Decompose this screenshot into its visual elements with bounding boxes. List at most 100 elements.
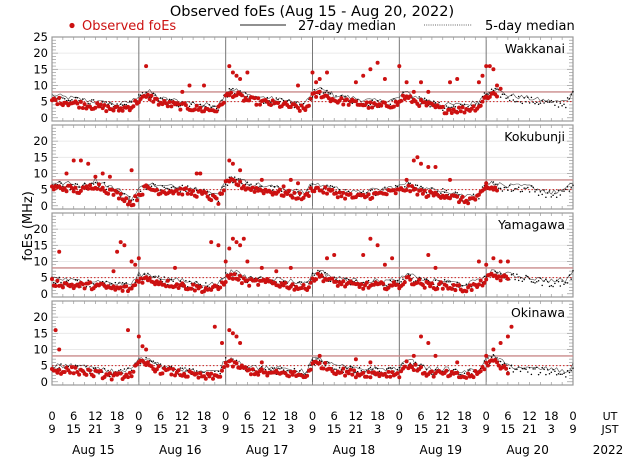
median-5day-point: [431, 373, 433, 376]
observed-point: [478, 369, 483, 374]
observed-point: [202, 83, 206, 88]
observed-point: [50, 277, 54, 281]
median-5day-point: [561, 190, 563, 192]
observed-point: [198, 105, 203, 110]
median-5day-point: [170, 365, 173, 368]
observed-point: [314, 80, 319, 85]
median-5day-point: [190, 103, 193, 106]
observed-point: [484, 64, 489, 69]
observed-point: [411, 89, 416, 94]
observed-point: [433, 165, 438, 169]
observed-point: [382, 100, 387, 105]
median-5day-point: [550, 99, 553, 102]
median-5day-point: [326, 89, 328, 92]
x-day-label: Aug 19: [419, 443, 462, 457]
median-5day-point: [212, 105, 214, 107]
median-5day-point: [223, 185, 225, 187]
observed-point: [431, 374, 436, 379]
observed-point: [180, 89, 185, 94]
median-5day-point: [534, 282, 536, 284]
median-5day-point: [107, 369, 109, 372]
median-5day-point: [496, 183, 498, 186]
median-5day-point: [83, 182, 86, 185]
median-5day-point: [82, 98, 84, 100]
observed-point: [216, 243, 221, 248]
median-5day-point: [467, 105, 469, 108]
observed-point: [64, 171, 69, 176]
observed-point: [78, 99, 83, 104]
observed-point: [236, 277, 241, 282]
observed-point: [230, 236, 235, 241]
median-5day-point: [519, 277, 522, 279]
observed-point: [198, 371, 203, 376]
median-5day-point: [499, 273, 502, 275]
observed-point: [243, 365, 248, 370]
legend: Observed foEs 27-day median 5-day median: [69, 19, 575, 34]
median-5day-point: [277, 98, 279, 101]
observed-point: [107, 174, 112, 179]
median-5day-point: [385, 368, 388, 370]
median-5day-point: [351, 102, 354, 105]
median-5day-point: [548, 190, 551, 192]
median-5day-point: [382, 189, 384, 191]
observed-point: [440, 104, 445, 109]
median-5day-point: [552, 368, 554, 371]
observed-point: [288, 265, 293, 270]
observed-point: [245, 278, 250, 283]
median-5day-point: [92, 183, 95, 185]
median-5day-point: [445, 189, 448, 192]
median-5day-point: [152, 183, 155, 185]
median-5day-point: [519, 101, 522, 103]
median-5day-point: [545, 100, 547, 102]
median-5day-point: [481, 186, 484, 188]
observed-point: [495, 83, 499, 88]
median-5day-point: [261, 365, 263, 368]
observed-point: [203, 190, 208, 195]
median-5day-point: [152, 92, 155, 94]
median-5day-point: [508, 367, 511, 369]
observed-point: [505, 259, 510, 264]
x-tick-ut: 6: [244, 409, 251, 423]
median-5day-point: [536, 101, 538, 104]
observed-point: [496, 274, 501, 279]
x-tick-jst: 15: [327, 422, 342, 436]
median-5day-point: [505, 186, 507, 189]
median-5day-point: [130, 101, 133, 103]
observed-point: [100, 185, 105, 190]
observed-point: [140, 280, 145, 285]
median-5day-point: [230, 88, 232, 91]
observed-point: [458, 197, 463, 202]
observed-point: [214, 109, 219, 114]
median-5day-point: [371, 99, 373, 102]
median-5day-point: [503, 362, 506, 364]
observed-point: [433, 353, 438, 358]
observed-point: [422, 100, 427, 105]
observed-point: [124, 196, 129, 201]
median-5day-point: [400, 364, 402, 366]
x-tick-ut: 0: [48, 409, 55, 423]
median-5day-point: [447, 281, 449, 283]
median-5day-point: [508, 99, 511, 102]
observed-point: [343, 196, 348, 201]
observed-point: [303, 108, 308, 112]
median-5day-point: [555, 374, 558, 376]
observed-point: [111, 269, 116, 274]
median-5day-point: [570, 93, 572, 96]
observed-point: [77, 372, 82, 377]
observed-point: [218, 374, 223, 379]
median-5day-point: [469, 369, 471, 371]
observed-point: [185, 374, 190, 379]
observed-point: [308, 186, 313, 191]
median-5day-point: [454, 368, 457, 371]
median-5day-point: [527, 96, 529, 99]
median-5day-point: [398, 366, 401, 369]
median-5day-point: [487, 357, 489, 359]
x-tick-ut: 0: [135, 409, 142, 423]
median-5day-point: [192, 368, 194, 370]
median-5day-point: [311, 272, 314, 274]
median-5day-point: [371, 368, 373, 370]
observed-point: [126, 328, 130, 333]
y-axis-label: foEs (MHz): [21, 191, 36, 261]
observed-point: [296, 83, 300, 88]
median-5day-point: [286, 369, 288, 372]
